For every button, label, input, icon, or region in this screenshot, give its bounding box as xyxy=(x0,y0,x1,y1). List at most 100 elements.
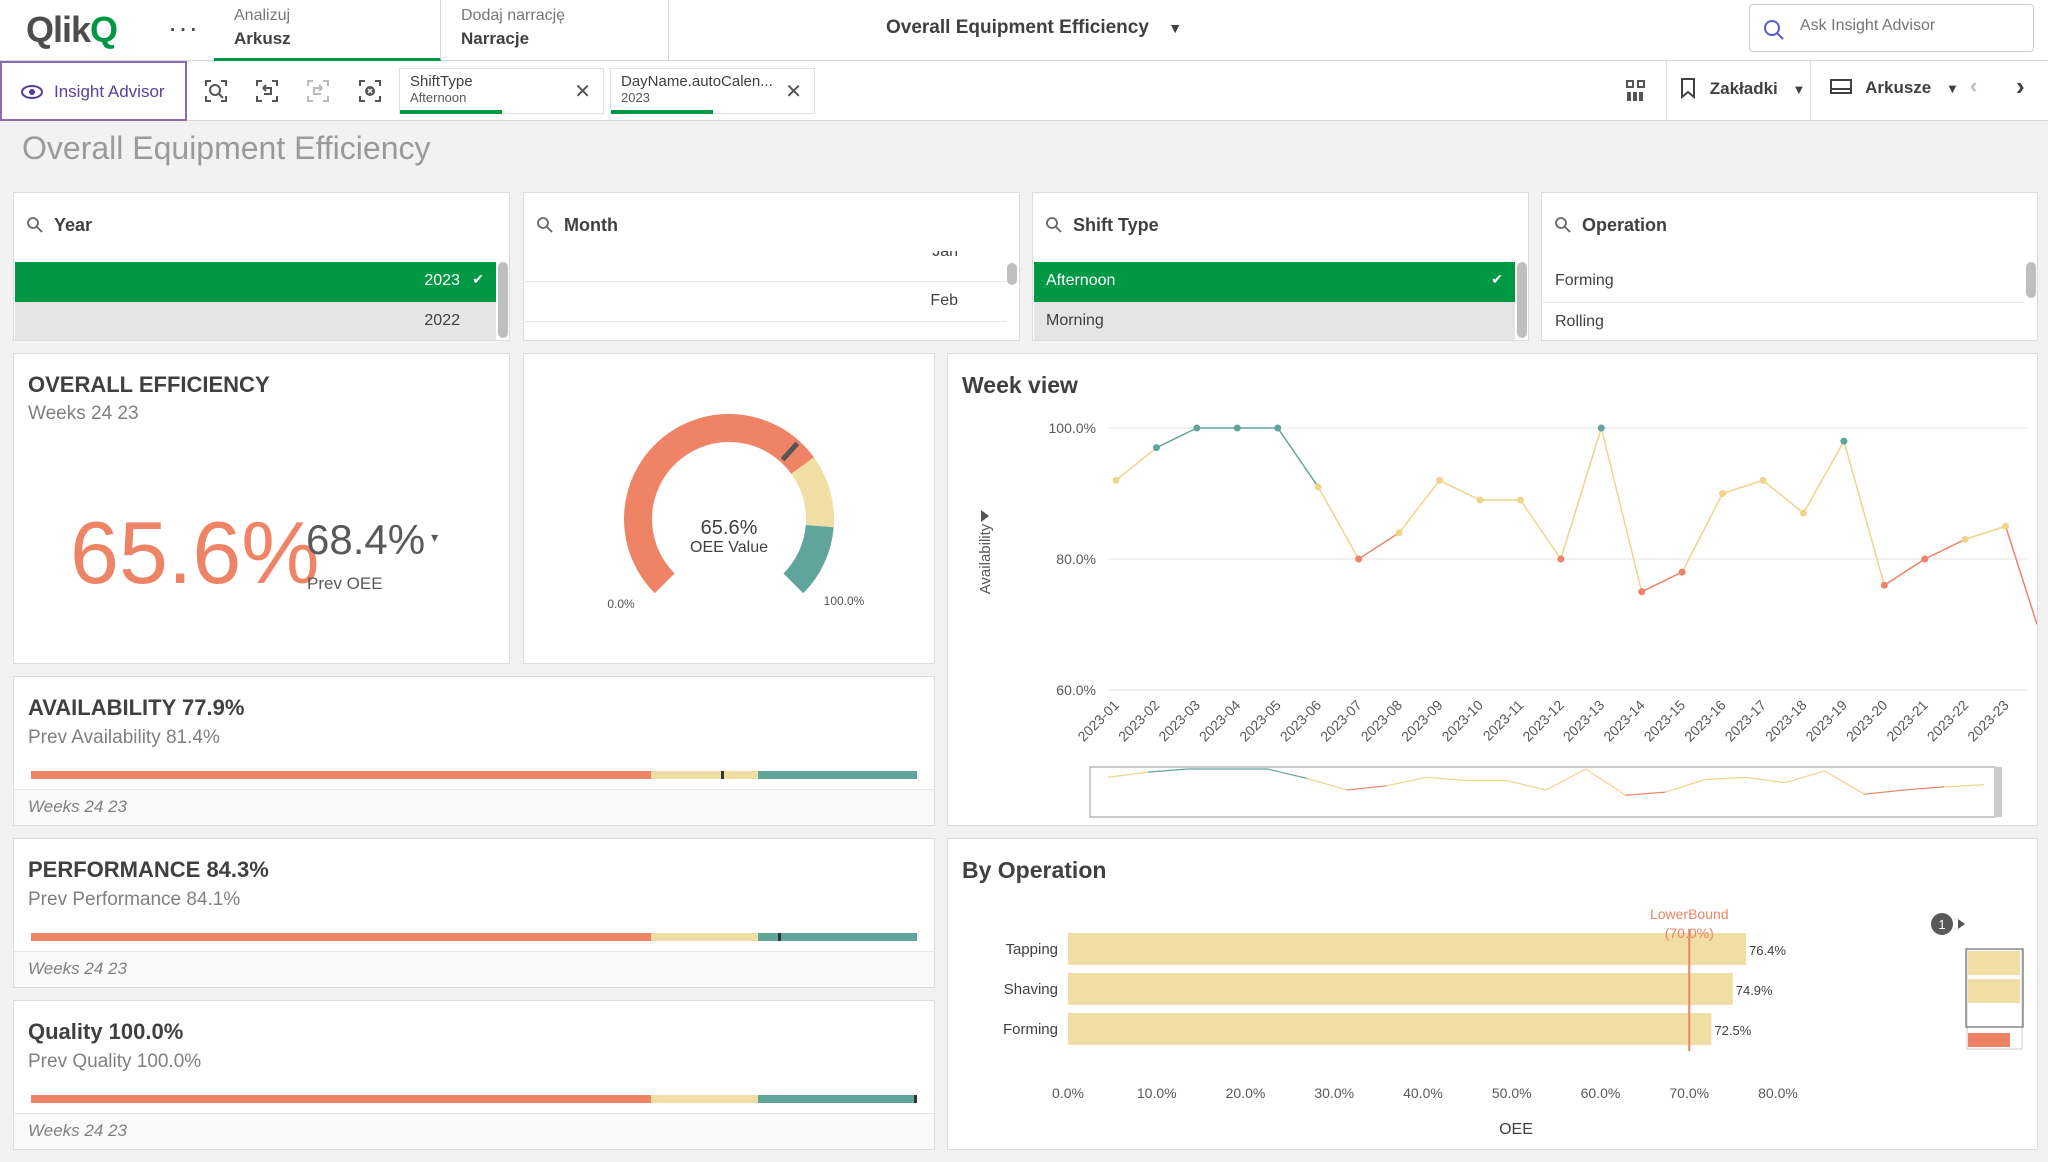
filter-shift-type[interactable]: Shift Type Afternoon ✔ Morning xyxy=(1032,192,1529,341)
chip-progress xyxy=(611,110,713,114)
data-point xyxy=(1678,568,1686,576)
more-menu-icon[interactable]: ··· xyxy=(168,12,199,43)
performance-kpi[interactable]: PERFORMANCE 84.3% Prev Performance 84.1%… xyxy=(13,838,935,988)
qlik-logo[interactable]: QlikQ xyxy=(26,9,118,50)
close-icon[interactable]: ✕ xyxy=(785,81,802,103)
category-label: Forming xyxy=(1003,1021,1058,1038)
filter-shift-header[interactable]: Shift Type xyxy=(1045,215,1159,236)
by-operation-chart[interactable]: By Operation Tapping 76.4% Shaving 74.9% For… xyxy=(947,838,2038,1150)
x-tick-label: 2023-07 xyxy=(1317,697,1365,745)
data-point xyxy=(1193,424,1201,432)
close-icon[interactable]: ✕ xyxy=(574,81,591,103)
line-segment xyxy=(1358,532,1400,560)
list-item[interactable]: Forming xyxy=(1543,262,2024,302)
x-tick-label: 2023-17 xyxy=(1722,697,1770,745)
list-item[interactable]: Jan xyxy=(525,251,1006,273)
category-label: Tapping xyxy=(1005,941,1058,958)
step-back-icon[interactable] xyxy=(254,78,280,104)
tab-analyze-label: Arkusz xyxy=(234,29,291,48)
scrollbar[interactable] xyxy=(2026,262,2036,298)
selection-chip-shifttype[interactable]: ShiftType Afternoon ✕ xyxy=(399,68,604,114)
x-tick-label: 70.0% xyxy=(1669,1085,1709,1101)
tab-narrate-small: Dodaj narrację xyxy=(461,7,566,24)
kpi-footer: Weeks 24 23 xyxy=(14,951,934,987)
info-badge xyxy=(1931,913,1953,935)
tab-analyze[interactable]: Analizuj Arkusz xyxy=(214,0,441,61)
filter-year-header[interactable]: Year xyxy=(26,215,92,236)
mini-line-segment xyxy=(1306,777,1348,791)
search-icon xyxy=(1046,217,1062,233)
line-segment xyxy=(1722,479,1764,495)
search-icon xyxy=(537,217,553,233)
filter-month-header[interactable]: Month xyxy=(536,215,618,236)
list-item-selected[interactable]: Afternoon ✔ xyxy=(1034,262,1515,302)
quality-kpi[interactable]: Quality 100.0% Prev Quality 100.0% Weeks… xyxy=(13,1000,935,1150)
smart-search-icon[interactable] xyxy=(203,78,229,104)
list-item-selected[interactable]: 2023 ✔ xyxy=(15,262,496,302)
list-item-label: Morning xyxy=(1046,312,1104,329)
oee-gauge[interactable]: 65.6% OEE Value 0.0% 100.0% xyxy=(523,353,935,664)
line-segment xyxy=(1156,427,1198,449)
list-item[interactable] xyxy=(525,321,1006,340)
overall-efficiency-kpi[interactable]: OVERALL EFFICIENCY Weeks 24 23 65.6% 68.… xyxy=(13,353,510,664)
y-tick-label: 100.0% xyxy=(1049,420,1096,436)
kpi-bar xyxy=(31,771,917,779)
expand-arrow-icon xyxy=(981,510,989,522)
kpi-title: Quality 100.0% xyxy=(28,1019,184,1044)
line-segment xyxy=(1519,499,1562,560)
filter-month[interactable]: Month Jan Feb xyxy=(523,192,1020,341)
line-segment xyxy=(1762,479,1804,514)
clear-selections-icon[interactable] xyxy=(357,78,383,104)
kpi-bar xyxy=(31,933,917,941)
list-item-label: Rolling xyxy=(1555,313,1604,330)
scrollbar[interactable] xyxy=(1517,262,1527,338)
line-segment xyxy=(1317,486,1360,560)
bar xyxy=(1068,973,1733,1005)
list-item[interactable]: Feb xyxy=(525,281,1006,321)
x-tick-label: 60.0% xyxy=(1581,1085,1621,1101)
filter-operation[interactable]: Operation Forming Rolling xyxy=(1541,192,2038,341)
list-item[interactable]: Rolling xyxy=(1543,302,2024,340)
insight-search-input[interactable] xyxy=(1800,17,2020,35)
filter-year[interactable]: Year 2023 ✔ 2022 xyxy=(13,192,510,341)
kpi-bar-marker xyxy=(721,771,725,779)
selection-chip-dayname[interactable]: DayName.autoCalen... 2023 ✕ xyxy=(610,68,815,114)
line-segment xyxy=(1802,440,1845,514)
insight-search-box[interactable] xyxy=(1749,4,2034,52)
scrollbar[interactable] xyxy=(1007,263,1017,285)
y-tick-label: 60.0% xyxy=(1056,682,1096,698)
list-item[interactable]: 2022 xyxy=(15,302,496,340)
kpi-subtitle: Weeks 24 23 xyxy=(28,403,139,424)
tab-narrate-label: Narracje xyxy=(461,29,530,48)
mini-line-segment xyxy=(1585,768,1626,796)
bookmarks-button[interactable]: Zakładki ▼ xyxy=(1679,77,1805,100)
line-chart: 100.0%80.0%60.0%Availability2023-012023-… xyxy=(977,420,2037,818)
insight-advisor-button[interactable]: Insight Advisor xyxy=(0,61,187,121)
tab-narrate[interactable]: Dodaj narrację Narracje xyxy=(441,0,669,61)
divider xyxy=(1810,61,1811,121)
line-segment xyxy=(1277,427,1319,488)
x-tick-label: 2023-03 xyxy=(1155,697,1203,745)
kpi-bar-segment xyxy=(757,933,917,941)
step-forward-icon[interactable] xyxy=(305,78,331,104)
availability-kpi[interactable]: AVAILABILITY 77.9% Prev Availability 81.… xyxy=(13,676,935,826)
data-point xyxy=(1314,483,1322,491)
sheet-title-dropdown[interactable]: Overall Equipment Efficiency ▼ xyxy=(886,17,1182,39)
filter-operation-header[interactable]: Operation xyxy=(1554,215,1667,236)
bar xyxy=(1068,1013,1712,1045)
scrollbar[interactable] xyxy=(498,262,508,338)
data-point xyxy=(1436,476,1444,484)
data-point xyxy=(1840,437,1848,445)
week-view-chart[interactable]: Week view 100.0% 80.0% 60.0% Availability 20… xyxy=(947,353,2038,826)
mini-line-segment xyxy=(1784,770,1825,784)
next-sheet-icon[interactable]: › xyxy=(2016,71,2025,101)
grid-view-icon[interactable] xyxy=(1624,78,1650,104)
data-point xyxy=(1638,588,1646,596)
chevron-down-icon: ▼ xyxy=(1945,81,1959,96)
sheets-button[interactable]: Arkusze ▼ xyxy=(1829,77,1959,98)
list-item-label: 2023 xyxy=(424,272,460,289)
x-tick-label: 0.0% xyxy=(1052,1085,1084,1101)
kpi-title: PERFORMANCE 84.3% xyxy=(28,857,269,882)
prev-sheet-icon[interactable]: ‹ xyxy=(1970,73,1978,98)
list-item[interactable]: Morning xyxy=(1034,302,1515,340)
